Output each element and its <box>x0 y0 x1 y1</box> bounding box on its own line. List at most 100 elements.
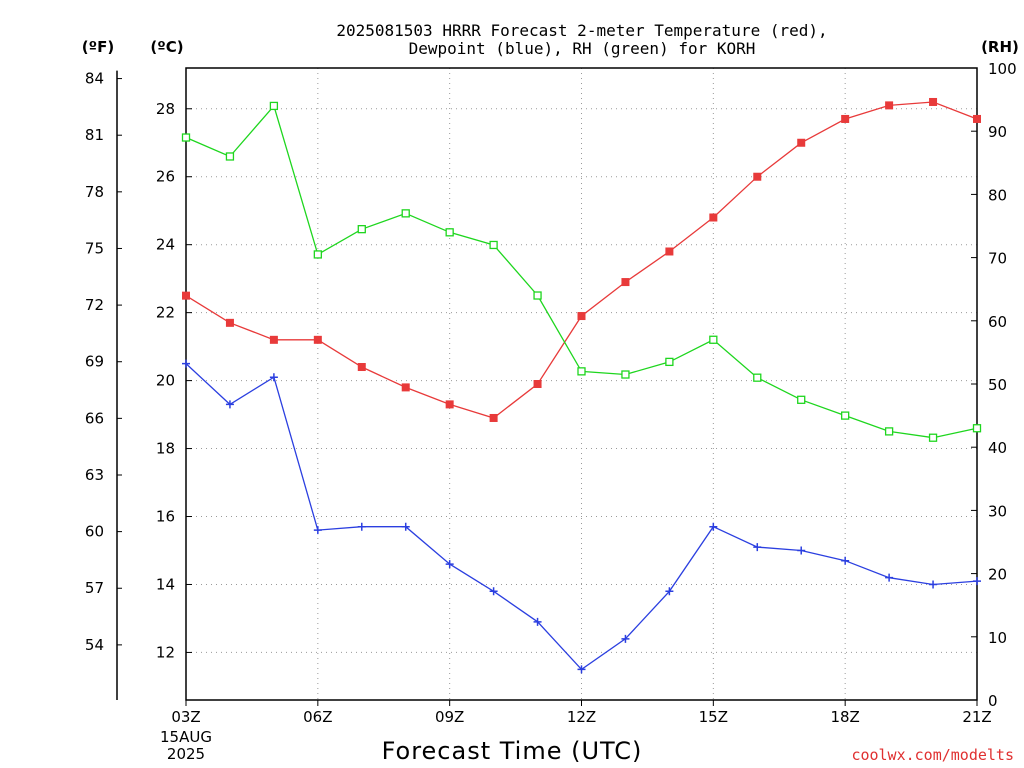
rh-tick-label: 0 <box>988 692 998 710</box>
x-tick-label: 18Z <box>830 708 859 726</box>
rh-point <box>621 370 630 379</box>
fahrenheit-tick-label: 60 <box>85 523 104 541</box>
temperature-point <box>401 383 410 392</box>
x-tick-label: 12Z <box>567 708 596 726</box>
rh-point <box>313 250 322 259</box>
celsius-tick-label: 22 <box>156 304 175 322</box>
celsius-unit-label: (ºC) <box>150 38 183 56</box>
dewpoint-point <box>665 587 674 596</box>
rh-point <box>533 291 542 300</box>
rh-tick-label: 60 <box>988 313 1007 331</box>
dewpoint-point <box>269 373 278 382</box>
temperature-point <box>665 247 674 256</box>
rh-point <box>753 373 762 382</box>
dewpoint-point <box>885 573 894 582</box>
rh-point <box>577 367 586 376</box>
dewpoint-point <box>533 617 542 626</box>
chart-title-line-2: Dewpoint (blue), RH (green) for KORH <box>409 39 756 58</box>
rh-point <box>445 228 454 237</box>
temperature-point <box>885 101 894 110</box>
temperature-point <box>929 97 938 106</box>
rh-series-line <box>185 104 978 439</box>
dewpoint-point <box>841 556 850 565</box>
series-layer <box>181 97 982 674</box>
dewpoint-point <box>225 400 234 409</box>
fahrenheit-tick-label: 72 <box>85 296 104 314</box>
temperature-point <box>225 318 234 327</box>
dewpoint-point <box>797 546 806 555</box>
rh-tick-label: 70 <box>988 250 1007 268</box>
rh-point <box>489 240 498 250</box>
dewpoint-point <box>973 577 981 586</box>
rh-point <box>401 209 410 218</box>
dewpoint-point <box>709 522 718 531</box>
x-tick-label: 09Z <box>435 708 464 726</box>
dewpoint-point <box>621 634 630 643</box>
dewpoint-point <box>182 359 190 368</box>
dewpoint-point <box>401 522 410 531</box>
rh-point <box>225 152 235 161</box>
rh-point <box>928 433 938 442</box>
temperature-point <box>357 363 366 372</box>
rh-tick-label: 90 <box>988 123 1007 141</box>
temperature-point <box>269 335 278 344</box>
rh-tick-label: 100 <box>988 60 1017 78</box>
temperature-point <box>621 278 630 287</box>
rh-point <box>841 411 850 420</box>
dewpoint-point <box>313 526 322 535</box>
fahrenheit-tick-label: 84 <box>85 70 104 88</box>
temperature-point <box>489 413 498 422</box>
x-axis: 03Z 06Z 09Z 12Z 15Z 18Z 21Z <box>171 700 992 726</box>
fahrenheit-tick-label: 54 <box>85 636 104 654</box>
temperature-point <box>841 114 850 123</box>
celsius-tick-label: 26 <box>156 168 175 186</box>
temperature-point <box>753 172 762 181</box>
rh-unit-label: (RH) <box>981 38 1019 56</box>
x-tick-label: 15Z <box>699 708 728 726</box>
fahrenheit-tick-label: 63 <box>85 466 104 484</box>
rh-tick-label: 10 <box>988 629 1007 647</box>
temperature-point <box>445 400 454 409</box>
rh-point <box>884 427 894 436</box>
celsius-tick-label: 18 <box>156 440 175 458</box>
temperature-point <box>313 335 322 344</box>
dewpoint-point <box>929 580 938 589</box>
x-tick-label: 03Z <box>171 708 200 726</box>
temperature-point <box>797 138 806 147</box>
dewpoint-point <box>489 587 498 596</box>
rh-tick-label: 40 <box>988 439 1007 457</box>
fahrenheit-tick-label: 66 <box>85 409 104 427</box>
rh-tick-label: 50 <box>988 376 1007 394</box>
credit-text: coolwx.com/modelts <box>851 746 1014 764</box>
rh-point <box>709 335 718 344</box>
fahrenheit-tick-label: 78 <box>85 183 104 201</box>
fahrenheit-tick-label: 69 <box>85 353 104 371</box>
rh-point <box>797 395 806 404</box>
rh-point <box>357 225 366 234</box>
rh-tick-label: 80 <box>988 186 1007 204</box>
rh-point <box>665 357 674 367</box>
temperature-point <box>709 213 718 222</box>
x-date-line-2: 2025 <box>167 745 205 763</box>
celsius-tick-label: 16 <box>156 508 175 526</box>
rh-tick-label: 20 <box>988 566 1007 584</box>
x-tick-label: 21Z <box>962 708 991 726</box>
celsius-tick-label: 14 <box>156 575 175 593</box>
chart-title-line-1: 2025081503 HRRR Forecast 2-meter Tempera… <box>336 21 827 40</box>
celsius-axis: 12 14 16 18 20 22 24 26 28 <box>156 100 192 661</box>
x-tick-label: 06Z <box>303 708 332 726</box>
rh-axis: 0 10 20 30 40 50 60 70 80 90 100 <box>971 60 1017 710</box>
fahrenheit-unit-label: (ºF) <box>82 38 114 56</box>
x-axis-label: Forecast Time (UTC) <box>382 737 643 765</box>
temperature-point <box>577 312 586 321</box>
temperature-point <box>533 380 542 388</box>
rh-point <box>269 101 279 111</box>
rh-point <box>972 424 982 433</box>
rh-tick-label: 30 <box>988 502 1007 520</box>
rh-point <box>181 133 191 142</box>
fahrenheit-tick-label: 81 <box>85 126 104 144</box>
grid-lines <box>186 68 977 700</box>
dewpoint-point <box>577 665 586 674</box>
x-date-line-1: 15AUG <box>160 728 212 746</box>
